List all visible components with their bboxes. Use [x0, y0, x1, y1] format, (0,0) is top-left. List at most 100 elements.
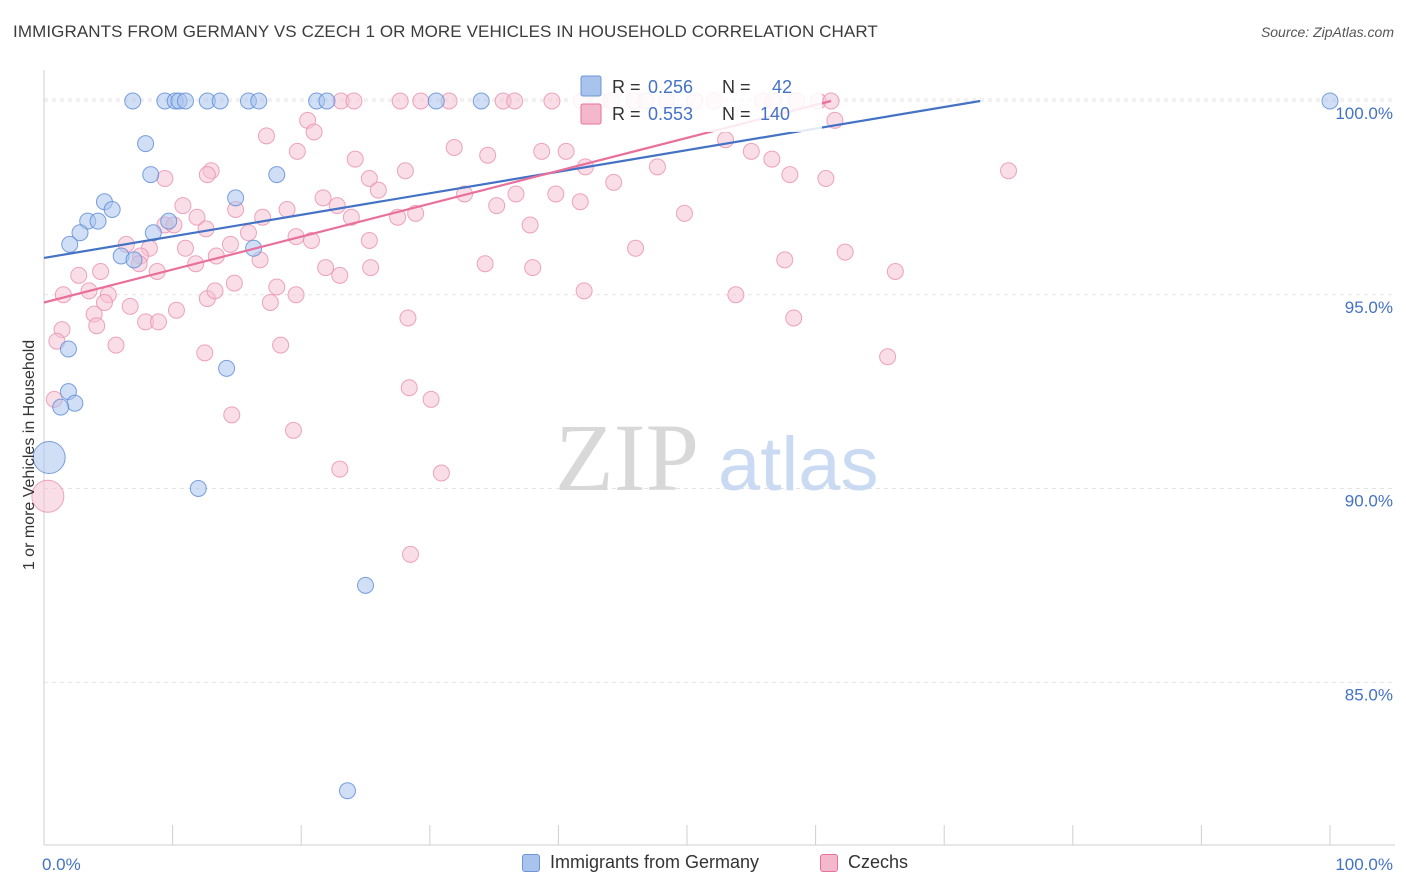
- germany-point: [137, 135, 155, 153]
- germany-point: [61, 235, 79, 253]
- czech-point: [886, 263, 904, 280]
- czech-point: [261, 294, 279, 311]
- czech-point: [575, 282, 593, 300]
- germany-point: [160, 212, 178, 230]
- czech-point: [396, 162, 414, 180]
- czech-point: [31, 479, 65, 513]
- germany-point: [59, 340, 77, 358]
- germany-point: [89, 212, 107, 230]
- germany-point: [176, 92, 194, 110]
- czech-point: [70, 266, 88, 284]
- gridlines: [44, 98, 1395, 683]
- legend-n-value-czechs: 140: [760, 104, 790, 124]
- germany-point: [142, 166, 160, 184]
- germany-point: [472, 92, 490, 110]
- germany-point: [318, 92, 336, 110]
- bottom-legend-swatch-czechs: [820, 853, 838, 872]
- germany-point: [211, 92, 229, 110]
- germany-point: [71, 224, 89, 242]
- czech-point: [571, 193, 589, 211]
- czech-point: [412, 92, 430, 110]
- legend-r-label-czechs: R =: [612, 104, 641, 124]
- czech-point: [272, 336, 290, 354]
- bottom-legend-label-germany: Immigrants from Germany: [550, 852, 760, 872]
- czech-point: [206, 282, 224, 300]
- czech-point: [167, 301, 185, 319]
- czech-point: [360, 170, 378, 187]
- czech-point: [476, 255, 494, 273]
- czech-point: [781, 166, 799, 184]
- czechs-points: [31, 92, 1017, 563]
- czech-point: [284, 421, 302, 439]
- germany-point: [357, 576, 374, 594]
- czechs-trend-line: [43, 99, 832, 304]
- germany-point: [32, 441, 66, 474]
- legend-n-label-germany: N =: [722, 77, 751, 97]
- czech-point: [362, 259, 380, 277]
- czech-point: [506, 92, 524, 110]
- x-tick-label-right: 100.0%: [1335, 855, 1393, 874]
- germany-point: [1321, 92, 1339, 110]
- czech-point: [369, 181, 387, 199]
- bottom-legend-germany: Immigrants from Germany: [522, 852, 759, 873]
- germany-point: [52, 398, 70, 416]
- czech-point: [198, 166, 216, 184]
- bottom-legend-swatch-germany: [522, 853, 540, 872]
- czech-point: [785, 309, 803, 327]
- czech-point: [328, 197, 346, 215]
- czech-point: [174, 197, 192, 215]
- czech-point: [331, 460, 349, 478]
- czech-point: [432, 464, 450, 482]
- czech-point: [557, 142, 575, 160]
- czech-point: [445, 139, 463, 156]
- germany-point: [103, 201, 121, 218]
- czech-point: [402, 545, 420, 563]
- czech-point: [605, 173, 623, 191]
- czech-point: [533, 142, 551, 160]
- germany-point: [268, 166, 286, 184]
- czech-point: [317, 259, 335, 277]
- y-tick-label: 90.0%: [1345, 492, 1393, 511]
- czech-point: [342, 208, 360, 226]
- germany-point: [124, 92, 142, 110]
- legend-swatch-czechs: [580, 103, 602, 125]
- czech-point: [817, 170, 835, 187]
- czech-point: [54, 286, 72, 304]
- czech-point: [675, 204, 693, 222]
- germany-points: [32, 92, 1339, 800]
- axes: [43, 70, 1395, 846]
- czech-point: [188, 208, 206, 226]
- czech-point: [107, 336, 125, 354]
- stats-legend: R = 0.256 N = 42 R = 0.553 N = 140: [572, 70, 822, 132]
- czech-point: [521, 216, 539, 234]
- bottom-legend-czechs: Czechs: [820, 852, 908, 873]
- czech-point: [221, 235, 239, 253]
- germany-point: [144, 224, 162, 242]
- czech-point: [88, 317, 106, 335]
- czech-point: [627, 239, 645, 257]
- bottom-legend-label-czechs: Czechs: [848, 852, 909, 872]
- germany-point: [189, 480, 207, 497]
- czech-point: [223, 406, 241, 424]
- czech-point: [149, 313, 167, 331]
- watermark: ZIP atlas: [555, 404, 879, 511]
- czech-point: [360, 232, 378, 249]
- x-tick-label-left: 0.0%: [42, 855, 81, 874]
- germany-trend-line: [43, 99, 981, 260]
- watermark-zip: ZIP: [555, 404, 699, 511]
- legend-r-label-germany: R =: [612, 77, 641, 97]
- germany-point: [66, 394, 84, 412]
- czech-point: [156, 170, 174, 187]
- czech-point: [836, 243, 854, 261]
- czech-point: [268, 278, 286, 296]
- czech-point: [648, 158, 666, 176]
- czech-point: [879, 348, 897, 366]
- germany-point: [338, 782, 356, 800]
- czech-point: [95, 294, 113, 311]
- tick-labels: 85.0% 90.0% 95.0% 100.0% 0.0% 100.0%: [42, 104, 1393, 874]
- y-tick-label: 100.0%: [1335, 104, 1393, 123]
- germany-point: [218, 359, 236, 377]
- stats-legend-box: [572, 70, 822, 132]
- legend-r-value-czechs: 0.553: [648, 104, 693, 124]
